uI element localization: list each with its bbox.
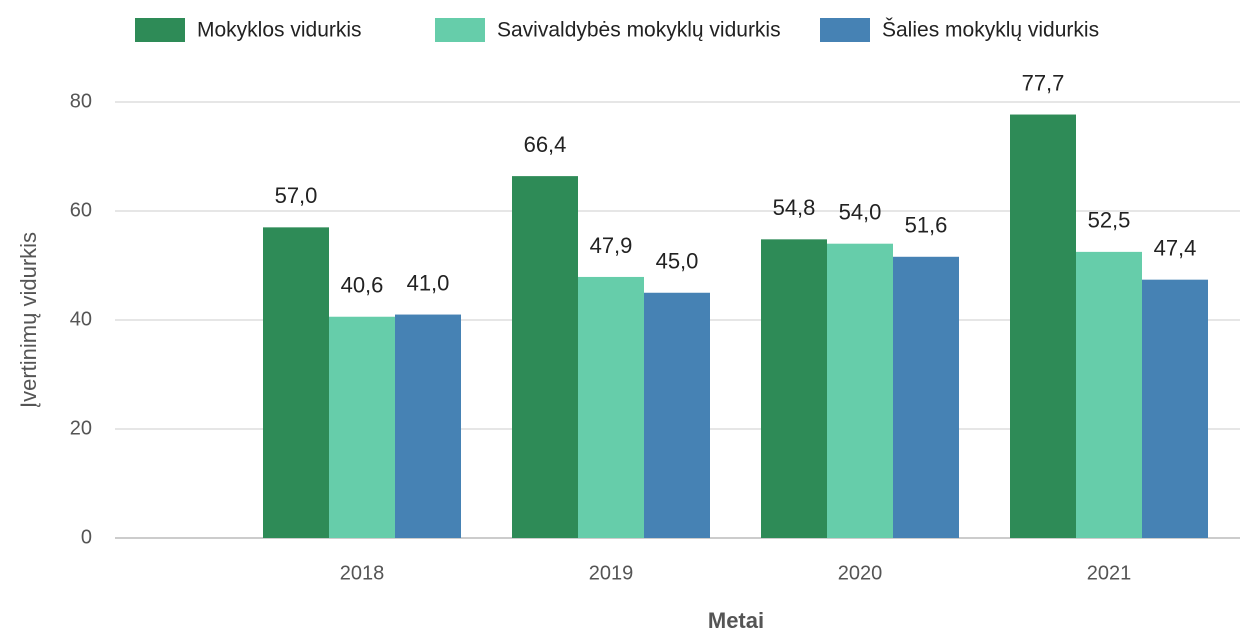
bar <box>512 176 578 538</box>
y-axis-label: Įvertinimų vidurkis <box>16 232 41 408</box>
legend-swatch <box>135 18 185 42</box>
value-label: 47,4 <box>1154 235 1197 260</box>
value-label: 66,4 <box>524 132 567 157</box>
legend-label: Mokyklos vidurkis <box>197 19 362 42</box>
value-label: 77,7 <box>1022 70 1065 95</box>
bar <box>395 314 461 538</box>
value-label: 47,9 <box>590 233 633 258</box>
x-tick-label: 2018 <box>340 562 385 584</box>
value-label: 51,6 <box>905 213 948 238</box>
bar <box>644 292 710 538</box>
value-label: 54,0 <box>839 200 882 225</box>
y-tick-label: 40 <box>70 308 92 330</box>
y-tick-label: 0 <box>81 526 92 548</box>
bar <box>1076 251 1142 538</box>
bar <box>263 227 329 538</box>
legend-swatch <box>435 18 485 42</box>
value-label: 40,6 <box>341 273 384 298</box>
value-label: 45,0 <box>656 249 699 274</box>
legend-swatch <box>820 18 870 42</box>
legend-label: Savivaldybės mokyklų vidurkis <box>497 19 781 42</box>
x-axis-label: Metai <box>708 608 764 633</box>
bar <box>329 316 395 538</box>
y-tick-label: 20 <box>70 417 92 439</box>
x-tick-label: 2020 <box>838 562 883 584</box>
value-label: 41,0 <box>407 270 450 295</box>
value-label: 57,0 <box>275 183 318 208</box>
legend-label: Šalies mokyklų vidurkis <box>882 19 1099 42</box>
y-tick-label: 60 <box>70 199 92 221</box>
bar <box>761 239 827 538</box>
x-tick-label: 2019 <box>589 562 634 584</box>
y-tick-label: 80 <box>70 90 92 112</box>
value-label: 54,8 <box>773 195 816 220</box>
x-tick-label: 2021 <box>1087 562 1132 584</box>
bar <box>893 256 959 538</box>
bar <box>578 276 644 538</box>
bar <box>827 243 893 538</box>
bar <box>1142 279 1208 538</box>
value-label: 52,5 <box>1088 208 1131 233</box>
bar <box>1010 114 1076 538</box>
